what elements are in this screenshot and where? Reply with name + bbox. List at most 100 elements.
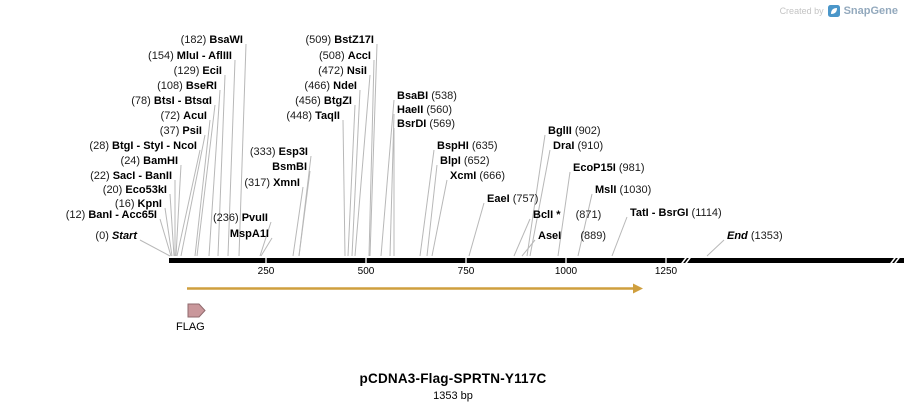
restriction-site-label: (24) BamHI bbox=[121, 154, 178, 168]
site-connector-line bbox=[706, 239, 725, 257]
ruler-tick-marks bbox=[265, 258, 667, 263]
site-position: (28) bbox=[89, 140, 109, 152]
restriction-site-label: (508) AccI bbox=[319, 49, 371, 63]
site-connector-line bbox=[354, 74, 371, 257]
site-position: (757) bbox=[512, 193, 539, 205]
site-connector-line bbox=[159, 218, 172, 257]
sequence-break-marks bbox=[680, 256, 901, 265]
site-position: (666) bbox=[479, 170, 506, 182]
site-connector-line bbox=[431, 179, 448, 257]
restriction-site-label: End (1353) bbox=[727, 229, 783, 243]
site-connector-line bbox=[139, 239, 171, 257]
site-connector-line bbox=[292, 186, 304, 257]
restriction-site-label: (12) BanI - Acc65I bbox=[66, 208, 157, 222]
site-connector-line bbox=[175, 164, 182, 257]
site-name: BsmBI bbox=[272, 161, 307, 173]
site-position: (317) bbox=[244, 177, 271, 189]
site-name: MluI - AflIII bbox=[176, 50, 232, 62]
site-name: Esp3I bbox=[278, 146, 308, 158]
plasmid-title: pCDNA3-Flag-SPRTN-Y117C bbox=[359, 371, 547, 386]
restriction-site-label: TatI - BsrGI (1114) bbox=[630, 206, 722, 220]
site-name: AccI bbox=[347, 50, 371, 62]
site-name: TaqII bbox=[315, 110, 340, 122]
flag-feature-label: FLAG bbox=[176, 321, 205, 333]
restriction-site-label: BsaBI (538) bbox=[397, 89, 457, 103]
site-name: BstZ17I bbox=[334, 34, 374, 46]
site-name: NdeI bbox=[333, 80, 357, 92]
site-position: (78) bbox=[131, 95, 151, 107]
site-position: (236) bbox=[212, 212, 239, 224]
site-position: (37) bbox=[159, 125, 180, 137]
created-by-text: Created by bbox=[779, 6, 824, 16]
site-connector-line bbox=[180, 134, 206, 257]
site-name: BsaBI bbox=[397, 90, 429, 102]
ruler-tick-label: 750 bbox=[457, 266, 475, 277]
restriction-site-label: BsrDI (569) bbox=[397, 117, 455, 131]
site-name: DraI bbox=[553, 140, 575, 152]
ruler-tick-label: 1250 bbox=[654, 266, 678, 277]
branding: Created by SnapGene bbox=[780, 5, 898, 17]
sequence-bar bbox=[169, 258, 904, 263]
connector-lines-layer bbox=[139, 43, 725, 257]
site-name: HaeII bbox=[397, 104, 424, 116]
site-position: (910) bbox=[577, 140, 604, 152]
site-connector-line bbox=[260, 237, 273, 257]
site-connector-line bbox=[351, 89, 361, 257]
site-name: BanI - Acc65I bbox=[88, 209, 157, 221]
restriction-site-label: (509) BstZ17I bbox=[306, 33, 375, 47]
site-name: PsiI bbox=[182, 125, 202, 137]
ruler-tick-label: 500 bbox=[357, 266, 375, 277]
site-position: (635) bbox=[471, 140, 498, 152]
restriction-site-label: (16) KpnI bbox=[115, 197, 162, 211]
site-name: BglII bbox=[548, 125, 572, 137]
site-position: (108) bbox=[157, 80, 183, 92]
site-name: BamHI bbox=[143, 155, 178, 167]
site-name: XmnI bbox=[273, 177, 300, 189]
site-position: (182) bbox=[180, 34, 207, 46]
site-connector-line bbox=[513, 218, 531, 257]
site-position: (129) bbox=[173, 65, 200, 77]
site-connector-line bbox=[557, 171, 571, 257]
restriction-site-label: (448) TaqII bbox=[286, 109, 340, 123]
snapgene-logo-text: SnapGene bbox=[843, 5, 898, 17]
site-position: (20) bbox=[102, 184, 123, 196]
restriction-site-label: MslI (1030) bbox=[595, 183, 651, 197]
site-name: End bbox=[727, 230, 748, 242]
site-name: EaeI bbox=[487, 193, 510, 205]
site-name: AseI bbox=[538, 230, 562, 242]
restriction-site-label: BlpI (652) bbox=[440, 154, 490, 168]
orf-arrowhead bbox=[633, 283, 643, 294]
site-connector-line bbox=[347, 104, 356, 257]
site-position: (871) bbox=[575, 209, 602, 221]
site-connector-line bbox=[194, 119, 211, 257]
site-position: (24) bbox=[120, 155, 141, 167]
restriction-site-label: (456) BtgZI bbox=[295, 94, 352, 108]
restriction-site-label: (466) NdeI bbox=[304, 79, 357, 93]
restriction-site-label: EaeI (757) bbox=[487, 192, 538, 206]
site-position: (509) bbox=[305, 34, 332, 46]
site-position: (448) bbox=[286, 110, 313, 122]
site-connector-line bbox=[419, 149, 435, 257]
restriction-site-label: (333) Esp3I bbox=[250, 145, 308, 159]
site-connector-line bbox=[169, 193, 175, 257]
restriction-site-label: (317) XmnI bbox=[244, 176, 300, 190]
site-position: (652) bbox=[463, 155, 490, 167]
site-connector-line bbox=[526, 134, 546, 257]
restriction-site-label: (28) BtgI - StyI - NcoI bbox=[89, 139, 197, 153]
site-position: (466) bbox=[304, 80, 331, 92]
site-connector-line bbox=[369, 43, 378, 257]
site-connector-line bbox=[238, 43, 247, 257]
site-connector-line bbox=[529, 149, 551, 257]
restriction-site-label: XcmI (666) bbox=[450, 169, 505, 183]
flag-feature-arrow bbox=[187, 303, 206, 318]
site-position: (472) bbox=[318, 65, 344, 77]
site-connector-line bbox=[380, 99, 395, 257]
site-position: (981) bbox=[618, 162, 645, 174]
site-name: BseRI bbox=[185, 80, 217, 92]
ruler-tick-label: 1000 bbox=[554, 266, 578, 277]
site-name: BtsI - BtsαI bbox=[153, 95, 212, 107]
restriction-site-label: BspHI (635) bbox=[437, 139, 498, 153]
site-connector-line bbox=[164, 207, 173, 257]
plasmid-length: 1353 bp bbox=[433, 390, 473, 402]
